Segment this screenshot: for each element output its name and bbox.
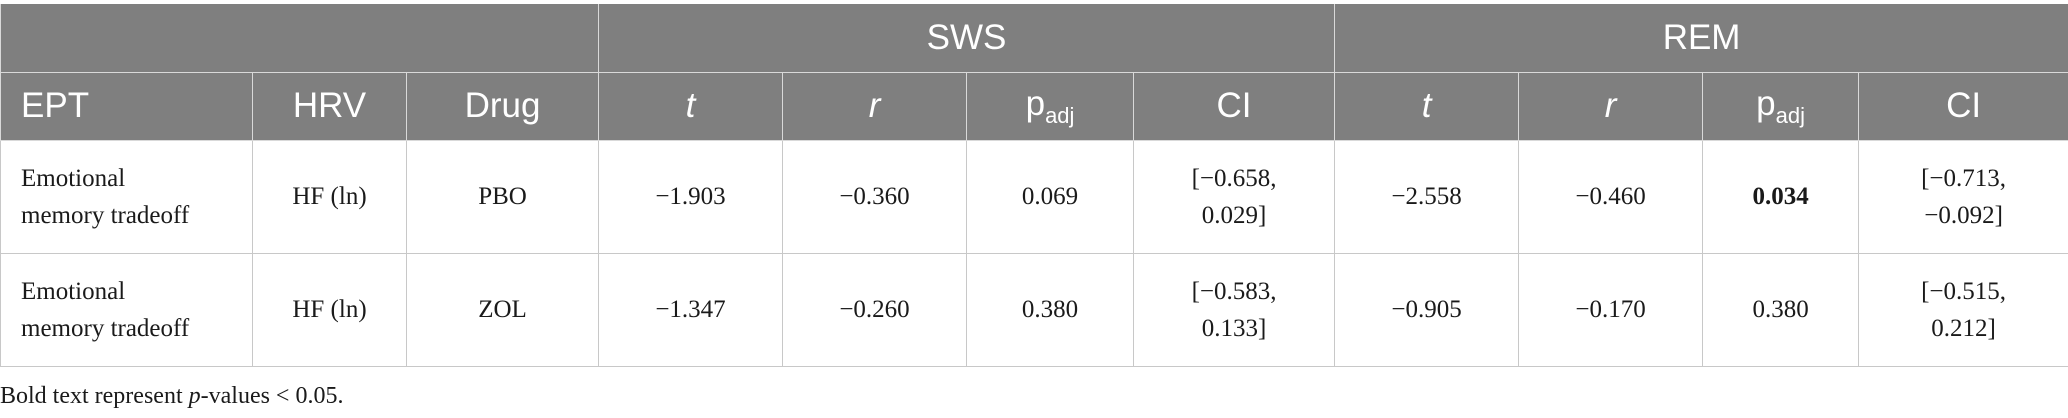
column-header-sws-p-subscript: adj [1045,102,1075,128]
cell-hrv: HF (ln) [252,252,407,367]
cell-ept-line1: Emotional [21,277,126,305]
cell-rem-p: 0.380 [1702,252,1860,367]
cell-sws-ci-line1: [−0.658, [1191,164,1277,192]
cell-drug: PBO [405,139,600,254]
cell-rem-ci-line1: [−0.515, [1921,277,2007,305]
cell-rem-r: −0.460 [1518,139,1704,254]
cell-sws-ci-line2: 0.133] [1201,314,1267,342]
footnote-suffix: -values < 0.05. [200,383,344,409]
cell-ept-line1: Emotional [21,164,126,192]
cell-rem-ci-line2: 0.212] [1931,314,1996,342]
column-header-rem-p-subscript: adj [1775,102,1805,128]
group-header-row: SWS REM [0,4,2068,73]
footnote-prefix: Bold text represent [0,383,189,409]
column-header-sws-r: r [782,72,968,141]
group-header-blank [0,4,600,73]
cell-sws-ci: [−0.583, 0.133] [1133,252,1336,367]
table-row: Emotional memory tradeoff HF (ln) PBO −1.… [0,139,2068,254]
column-header-hrv: HRV [252,72,407,141]
column-header-rem-p: p [1756,83,1776,123]
footnote-italic-p: p [188,383,201,409]
cell-rem-ci-line2: −0.092] [1924,201,2003,229]
column-header-drug: Drug [405,72,600,141]
cell-sws-p: 0.380 [966,252,1135,367]
column-header-sws-t: t [598,72,784,141]
cell-rem-t: −0.905 [1334,252,1520,367]
cell-rem-r: −0.170 [1518,252,1704,367]
column-header-rem-p-adj: padj [1702,72,1860,141]
cell-sws-r: −0.360 [782,139,968,254]
cell-sws-r: −0.260 [782,252,968,367]
results-table: SWS REM EPT HRV Drug t r padj CI t r pad… [0,4,2068,367]
cell-ept-line2: memory tradeoff [21,314,190,342]
cell-drug: ZOL [405,252,600,367]
column-header-ept: EPT [0,72,253,141]
cell-sws-ci-line1: [−0.583, [1191,277,1277,305]
cell-ept-line2: memory tradeoff [21,201,190,229]
column-header-rem-t: t [1334,72,1520,141]
cell-rem-ci: [−0.713, −0.092] [1858,139,2068,254]
cell-sws-t: −1.347 [598,252,784,367]
cell-rem-t: −2.558 [1334,139,1520,254]
group-header-rem: REM [1334,4,2068,73]
column-header-sws-ci: CI [1133,72,1336,141]
cell-hrv: HF (ln) [252,139,407,254]
column-header-sws-p: p [1025,83,1046,123]
cell-ept: Emotional memory tradeoff [0,252,253,367]
table-row: Emotional memory tradeoff HF (ln) ZOL −1.… [0,252,2068,367]
cell-sws-t: −1.903 [598,139,784,254]
cell-sws-p: 0.069 [966,139,1135,254]
column-header-rem-r: r [1518,72,1704,141]
column-header-sws-p-adj: padj [966,72,1135,141]
column-header-row: EPT HRV Drug t r padj CI t r padj CI [0,72,2068,141]
column-header-rem-ci: CI [1858,72,2068,141]
cell-sws-ci-line2: 0.029] [1201,201,1267,229]
cell-rem-ci-line1: [−0.713, [1921,164,2007,192]
cell-rem-p-significant: 0.034 [1702,139,1860,254]
table-footnote: Bold text represent p-values < 0.05. [0,383,343,410]
group-header-sws: SWS [598,4,1336,73]
cell-rem-ci: [−0.515, 0.212] [1858,252,2068,367]
cell-ept: Emotional memory tradeoff [0,139,253,254]
cell-sws-ci: [−0.658, 0.029] [1133,139,1336,254]
